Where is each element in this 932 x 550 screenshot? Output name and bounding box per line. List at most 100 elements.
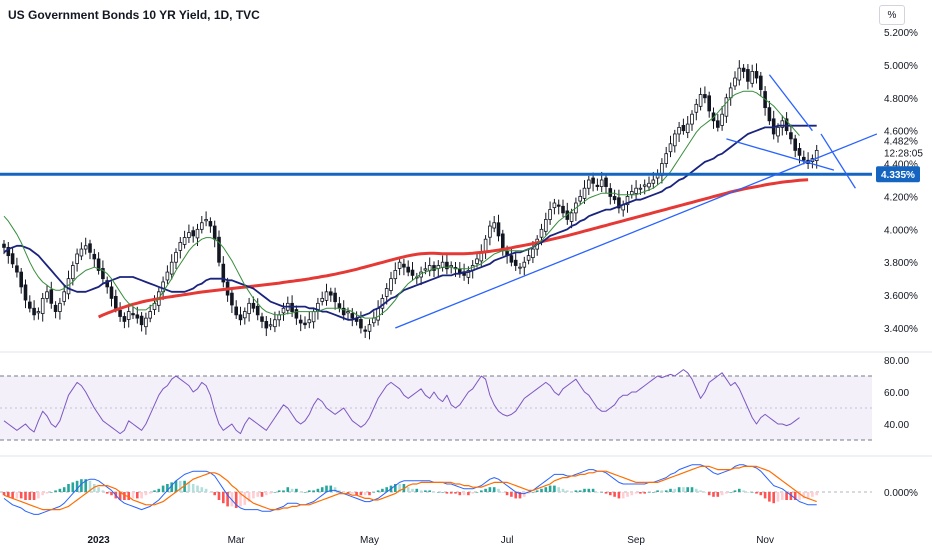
macd-histogram-bar <box>686 487 689 492</box>
macd-histogram-bar <box>634 492 638 494</box>
macd-histogram-bar <box>445 492 449 494</box>
candle-body <box>750 71 754 84</box>
candle-body <box>500 233 505 250</box>
macd-histogram-bar <box>553 485 556 492</box>
macd-histogram-bar <box>179 480 182 492</box>
macd-histogram-bar <box>677 487 681 492</box>
macd-histogram-bar <box>647 492 651 493</box>
candle <box>105 276 110 294</box>
candle-body <box>548 209 552 220</box>
macd-histogram-bar <box>312 490 315 492</box>
candle-body <box>247 302 251 314</box>
macd-histogram-bar <box>673 488 677 492</box>
macd-histogram-bar <box>703 492 707 493</box>
candle <box>509 248 514 267</box>
candle-body <box>45 291 49 299</box>
candle <box>810 154 815 169</box>
candle-body <box>238 314 243 321</box>
candle-body <box>268 324 273 327</box>
candle-body <box>144 317 148 328</box>
candle <box>445 254 449 275</box>
macd-histogram-bar <box>376 490 380 492</box>
macd-histogram-bar <box>269 492 272 494</box>
candle <box>707 91 711 118</box>
candle-body <box>814 149 819 161</box>
macd-histogram-bar <box>583 488 586 492</box>
macd-histogram-bar <box>759 492 763 496</box>
candle-body <box>432 265 436 271</box>
macd-histogram-bar <box>531 492 535 493</box>
macd-histogram-bar <box>505 492 509 496</box>
macd-histogram-bar <box>738 488 741 492</box>
candle <box>746 64 750 90</box>
candle <box>88 239 92 260</box>
candle-body <box>789 132 793 140</box>
macd-histogram-bar <box>514 492 517 499</box>
macd-histogram-bar <box>441 492 444 493</box>
macd-histogram-bar <box>286 487 290 492</box>
candle-body <box>32 307 36 316</box>
candle-body <box>724 97 729 117</box>
candle <box>556 199 561 215</box>
candle <box>40 292 45 322</box>
macd-histogram-bar <box>273 492 277 493</box>
macd-histogram-bar <box>729 492 732 493</box>
candle-body <box>281 307 286 314</box>
candle <box>389 271 393 295</box>
candle-body <box>320 297 324 302</box>
macd-histogram-bar <box>789 492 793 500</box>
candle <box>604 173 608 194</box>
macd-histogram-bar <box>811 492 814 497</box>
macd-histogram-bar <box>806 492 810 499</box>
candle-body <box>802 156 806 161</box>
macd-histogram-bar <box>785 492 788 500</box>
candle <box>767 100 772 125</box>
macd-histogram-bar <box>295 488 298 492</box>
candle-body <box>221 263 226 283</box>
macd-histogram-bar <box>2 492 6 496</box>
candle-body <box>389 278 393 291</box>
macd-histogram-bar <box>28 492 32 500</box>
macd-histogram-bar <box>41 492 44 496</box>
candle <box>251 296 256 313</box>
macd-histogram-bar <box>424 490 427 492</box>
unit-toggle-button[interactable]: % <box>879 5 905 25</box>
candle-body <box>62 291 66 302</box>
price-axis-label: 4.800% <box>884 94 918 105</box>
candle <box>440 255 445 272</box>
macd-pane[interactable] <box>0 464 872 515</box>
candle-body <box>720 113 724 126</box>
candle-body <box>406 266 410 273</box>
candle <box>27 295 32 313</box>
candle <box>728 82 733 106</box>
candle-body <box>298 319 303 324</box>
candle <box>793 134 797 158</box>
candle-body <box>376 307 380 321</box>
candle <box>513 252 518 271</box>
candle <box>496 214 501 242</box>
price-pane[interactable] <box>0 60 932 457</box>
candle <box>122 312 127 329</box>
candle <box>488 220 492 246</box>
price-axis[interactable]: 5.200% 5.000% 4.800% 4.600% 4.400% 4.200% 4.00… <box>876 28 923 499</box>
candle-body <box>625 196 630 206</box>
macd-histogram-bar <box>488 487 492 492</box>
candle <box>221 256 226 288</box>
rsi-pane[interactable] <box>0 369 872 441</box>
candle <box>307 311 312 329</box>
macd-histogram-bar <box>535 490 539 492</box>
macd-histogram-bar <box>277 490 281 492</box>
candle <box>393 262 398 285</box>
macd-histogram-bar <box>725 492 728 494</box>
candle <box>763 86 767 116</box>
candle <box>690 110 694 131</box>
macd-histogram-bar <box>363 492 367 496</box>
macd-histogram-bar <box>394 484 397 492</box>
macd-histogram-bar <box>742 490 745 492</box>
candle <box>561 199 565 217</box>
candle <box>217 230 221 267</box>
time-axis[interactable]: 2023 Mar May Jul Sep Nov <box>87 535 774 546</box>
macd-histogram-bar <box>609 492 612 496</box>
candle <box>759 71 763 97</box>
